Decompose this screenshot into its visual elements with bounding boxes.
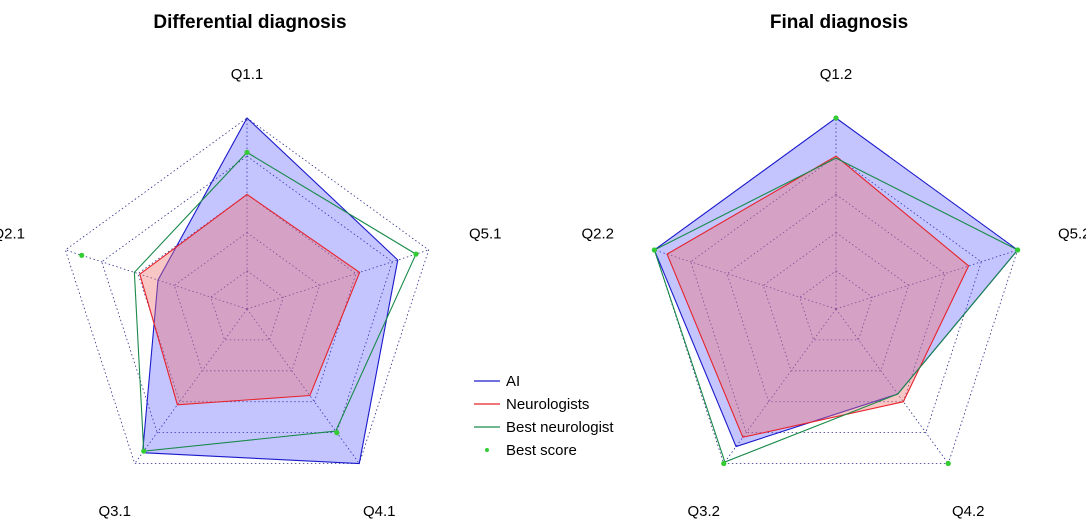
series-neurologists (666, 155, 970, 438)
grid-ring (762, 232, 910, 372)
legend: AI Neurologists Best neurologist Best sc… (474, 373, 614, 459)
best-score-point (244, 149, 250, 155)
axis-label: Q1.1 (231, 66, 264, 83)
axis-label: Q4.2 (952, 503, 985, 519)
axis-label: Q2.2 (581, 225, 614, 242)
series-neurologists (139, 193, 361, 406)
axis-label: Q5.1 (469, 225, 502, 242)
grid-ring (101, 155, 393, 434)
legend-label-neurologists: Neurologists (506, 396, 589, 413)
best-score-point (651, 247, 657, 253)
best-score-point (721, 460, 727, 467)
best-score-point (833, 115, 839, 121)
radar-grid (64, 117, 430, 464)
best-score-point (945, 460, 951, 467)
grid-ring (799, 270, 873, 341)
grid-ring (726, 193, 946, 403)
legend-swatch-best-score (485, 448, 489, 452)
series-best-neurologist (133, 151, 417, 452)
grid-ring (173, 232, 321, 372)
axis-label: Q3.1 (98, 503, 131, 519)
best-score-point (334, 430, 340, 436)
series-ai (653, 117, 1019, 448)
radar-grid (653, 117, 1019, 464)
legend-label-best-neurologist: Best neurologist (506, 419, 614, 436)
series-best-neurologist (653, 157, 1019, 463)
chart-title: Differential diagnosis (153, 12, 346, 33)
axis-label: Q2.1 (0, 225, 25, 242)
axis-label: Q3.2 (687, 503, 720, 519)
axis-label: Q1.2 (820, 66, 853, 83)
best-score-point (413, 251, 419, 257)
axis-label: Q5.2 (1058, 225, 1086, 242)
chart-title: Final diagnosis (770, 12, 908, 33)
best-score-point (79, 252, 85, 258)
grid-ring (137, 193, 357, 403)
best-score-point (141, 448, 147, 454)
grid-ring (210, 270, 284, 341)
axis-label: Q4.1 (363, 503, 396, 519)
grid-ring (64, 117, 430, 464)
radar-chart-differential: Differential diagnosis Q1.1 Q5.1 Q4.1 Q3.1 Q… (0, 12, 502, 519)
best-score-point (1015, 247, 1021, 253)
legend-label-best-score: Best score (506, 442, 577, 459)
grid-ring (690, 155, 982, 434)
radar-chart-final: Final diagnosis Q1.2 Q5.2 Q4.2 Q3.2 Q2.2 (581, 12, 1086, 519)
legend-label-ai: AI (506, 373, 520, 390)
grid-ring (653, 117, 1019, 464)
